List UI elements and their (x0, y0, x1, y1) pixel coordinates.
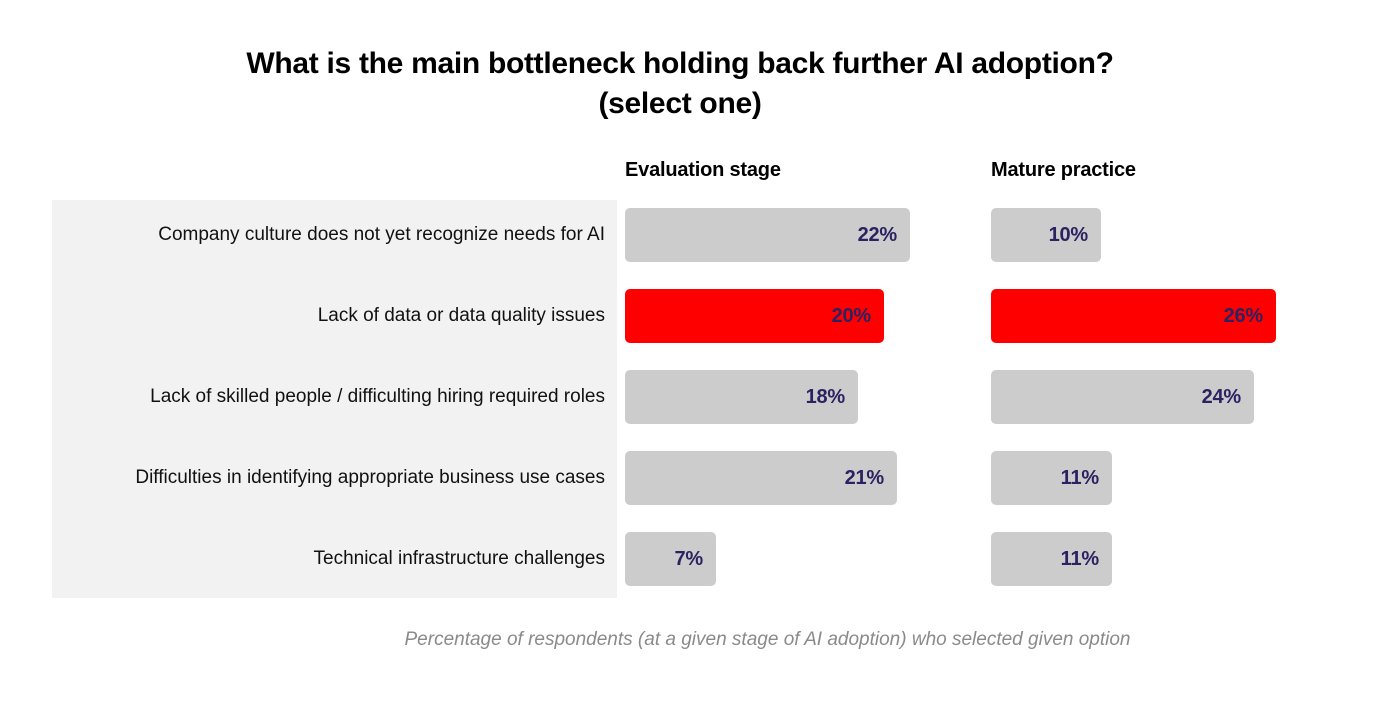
chart-title-line2: (select one) (598, 87, 762, 120)
chart-title: What is the main bottleneck holding back… (0, 44, 1360, 124)
bar-evaluation-stage: 7% (625, 532, 716, 586)
bar-mature-practice: 26% (991, 289, 1276, 343)
column-header-mature-practice: Mature practice (991, 159, 1136, 181)
bar-value-label: 26% (1223, 304, 1264, 327)
chart-title-line1: What is the main bottleneck holding back… (246, 47, 1114, 80)
bar-value-label: 11% (1060, 547, 1100, 570)
bar-value-label: 7% (674, 547, 703, 570)
bar-mature-practice: 10% (991, 208, 1101, 262)
row-label: Lack of skilled people / difficulting hi… (150, 386, 605, 407)
bar-value-label: 22% (857, 223, 898, 246)
bar-evaluation-stage: 20% (625, 289, 884, 343)
bar-evaluation-stage: 22% (625, 208, 910, 262)
category-label-panel (52, 200, 617, 598)
bar-evaluation-stage: 18% (625, 370, 858, 424)
column-header-evaluation-stage: Evaluation stage (625, 159, 781, 181)
bar-value-label: 21% (844, 466, 885, 489)
bar-value-label: 18% (805, 385, 846, 408)
bar-mature-practice: 11% (991, 451, 1112, 505)
row-label: Company culture does not yet recognize n… (158, 224, 605, 245)
row-label: Lack of data or data quality issues (317, 305, 605, 326)
bar-evaluation-stage: 21% (625, 451, 897, 505)
bar-mature-practice: 11% (991, 532, 1112, 586)
bar-value-label: 20% (831, 304, 872, 327)
bar-mature-practice: 24% (991, 370, 1254, 424)
row-label: Technical infrastructure challenges (313, 548, 606, 569)
row-label: Difficulties in identifying appropriate … (135, 467, 605, 488)
chart-caption: Percentage of respondents (at a given st… (404, 629, 1131, 650)
bar-value-label: 10% (1048, 223, 1089, 246)
bar-value-label: 24% (1201, 385, 1242, 408)
bar-value-label: 11% (1060, 466, 1100, 489)
